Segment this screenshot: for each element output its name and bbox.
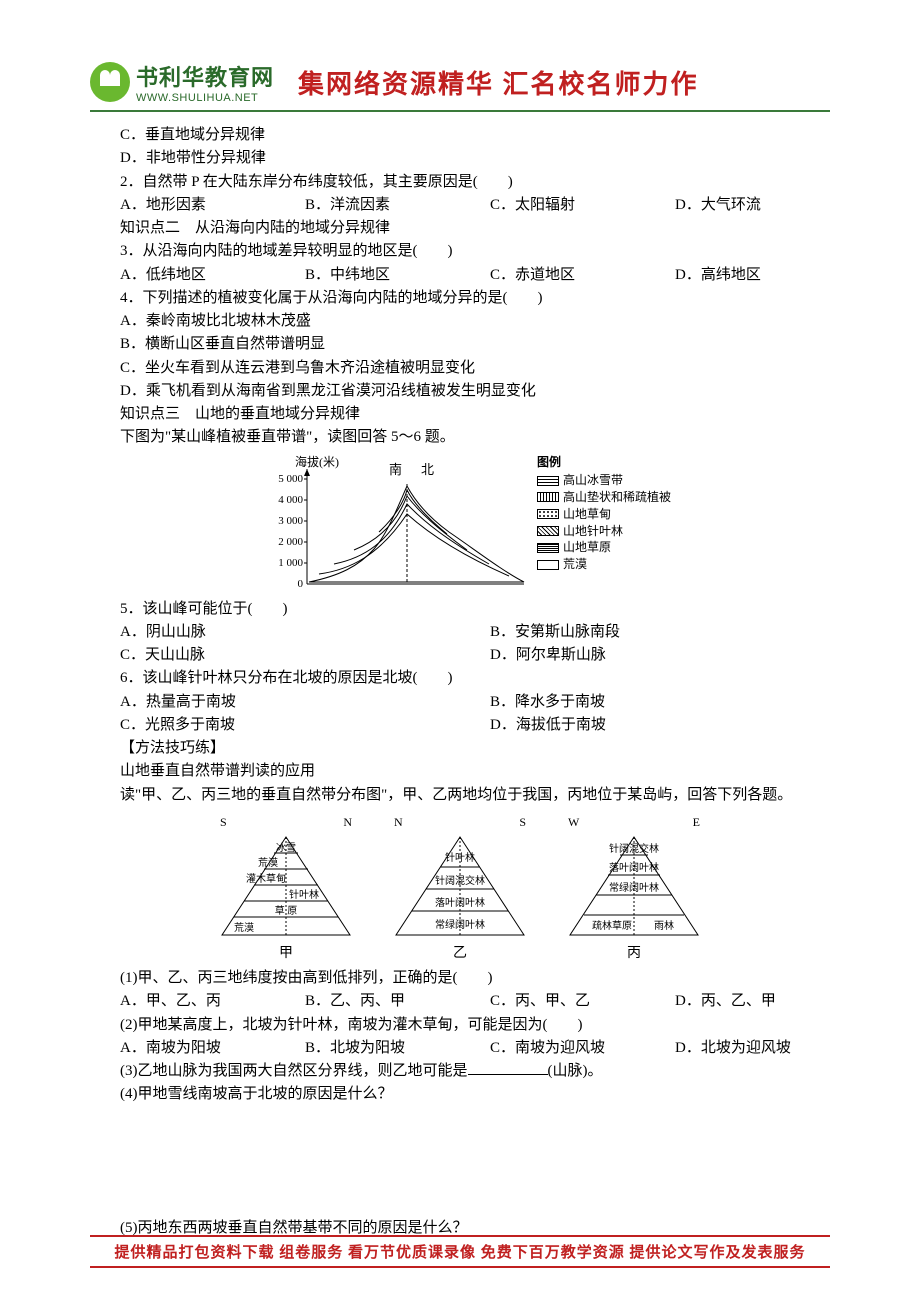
p2-c: C．南坡为迎风坡	[460, 1037, 645, 1060]
q6: 6．该山峰针叶林只分布在北坡的原因是北坡( )	[90, 667, 830, 690]
footer-bar: 提供精品打包资料下载 组卷服务 看万节优质课录像 免费下百万教学资源 提供论文写…	[90, 1235, 830, 1268]
q6-row1: A．热量高于南坡 B．降水多于南坡	[90, 691, 830, 714]
logo: 书利华教育网 WWW.SHULIHUA.NET	[90, 60, 274, 104]
triangle-yi: 针叶林 针阔混交林 落叶阔叶林 常绿阔叶林	[390, 831, 530, 941]
svg-text:荒漠: 荒漠	[258, 857, 278, 869]
p1: (1)甲、乙、丙三地纬度按由高到低排列，正确的是( )	[90, 967, 830, 990]
svg-text:针阔混交林: 针阔混交林	[435, 874, 485, 887]
q5-row2: C．天山山脉 D．阿尔卑斯山脉	[90, 644, 830, 667]
q6-c: C．光照多于南坡	[90, 714, 460, 737]
q3-b: B．中纬地区	[275, 264, 460, 287]
svg-text:3 000: 3 000	[278, 515, 303, 527]
svg-text:雨林: 雨林	[654, 919, 674, 932]
p2-b: B．北坡为阳坡	[275, 1037, 460, 1060]
q3-a: A．低纬地区	[90, 264, 275, 287]
blank-input[interactable]	[468, 1060, 548, 1075]
legend: 图例 高山冰雪带 高山垫状和稀疏植被 山地草甸 山地针叶林 山地草原 荒漠	[537, 454, 671, 574]
svg-text:荒漠: 荒漠	[234, 922, 254, 934]
q5-a: A．阴山山脉	[90, 621, 460, 644]
svg-text:常绿阔叶林: 常绿阔叶林	[435, 918, 485, 931]
svg-text:针叶林: 针叶林	[289, 888, 319, 901]
svg-text:针阔混交林: 针阔混交林	[609, 842, 659, 855]
fig2-intro: 读"甲、乙、丙三地的垂直自然带分布图"，甲、乙两地均位于我国，丙地位于某岛屿，回…	[90, 784, 830, 807]
p2-a: A．南坡为阳坡	[90, 1037, 275, 1060]
p4: (4)甲地雪线南坡高于北坡的原因是什么？	[90, 1083, 830, 1106]
q3-options: A．低纬地区 B．中纬地区 C．赤道地区 D．高纬地区	[90, 264, 830, 287]
svg-text:落叶阔叶林: 落叶阔叶林	[435, 896, 485, 909]
p1-a: A．甲、乙、丙	[90, 990, 275, 1013]
q6-d: D．海拔低于南坡	[460, 714, 830, 737]
q6-a: A．热量高于南坡	[90, 691, 460, 714]
q2-b: B．洋流因素	[275, 194, 460, 217]
svg-text:落叶阔叶林: 落叶阔叶林	[609, 861, 659, 874]
q4-a: A．秦岭南坡比北坡林木茂盛	[90, 310, 830, 333]
q4-c: C．坐火车看到从连云港到乌鲁木齐沿途植被明显变化	[90, 357, 830, 380]
svg-text:2 000: 2 000	[278, 536, 303, 548]
svg-text:常绿阔叶林: 常绿阔叶林	[609, 881, 659, 894]
svg-text:0: 0	[297, 578, 303, 590]
figure-mountain: 海拔(米) 5 000 4 000 3 000 2 000 1 000 0	[90, 454, 830, 594]
q5: 5．该山峰可能位于( )	[90, 598, 830, 621]
svg-text:南: 南	[389, 462, 402, 477]
p1-options: A．甲、乙、丙 B．乙、丙、甲 C．丙、甲、乙 D．丙、乙、甲	[90, 990, 830, 1013]
svg-text:疏林草原: 疏林草原	[592, 919, 632, 932]
svg-text:灌木草甸: 灌木草甸	[246, 872, 286, 885]
opt-d: D．非地带性分异规律	[90, 147, 830, 170]
triangle-jia: 冰雪 荒漠 灌木草甸 针叶林 草 原 荒漠	[216, 831, 356, 941]
content: C．垂直地域分异规律 D．非地带性分异规律 2．自然带 P 在大陆东岸分布纬度较…	[90, 124, 830, 1240]
svg-text:北: 北	[421, 462, 434, 477]
p3: (3)乙地山脉为我国两大自然区分界线，则乙地可能是(山脉)。	[90, 1060, 830, 1083]
triangle-bing: 针阔混交林 落叶阔叶林 常绿阔叶林 疏林草原 雨林	[564, 831, 704, 941]
logo-icon	[90, 62, 130, 102]
q5-d: D．阿尔卑斯山脉	[460, 644, 830, 667]
q3-c: C．赤道地区	[460, 264, 645, 287]
q3: 3．从沿海向内陆的地域差异较明显的地区是( )	[90, 240, 830, 263]
logo-url: WWW.SHULIHUA.NET	[136, 92, 274, 104]
q2: 2．自然带 P 在大陆东岸分布纬度较低，其主要原因是( )	[90, 171, 830, 194]
opt-c: C．垂直地域分异规律	[90, 124, 830, 147]
tri-cap-2: 乙	[390, 943, 530, 965]
q5-b: B．安第斯山脉南段	[460, 621, 830, 644]
q5-row1: A．阴山山脉 B．安第斯山脉南段	[90, 621, 830, 644]
fig1-intro: 下图为"某山峰植被垂直带谱"，读图回答 5～6 题。	[90, 426, 830, 449]
p1-c: C．丙、甲、乙	[460, 990, 645, 1013]
tri-cap-1: 甲	[216, 943, 356, 965]
method-h: 【方法技巧练】	[90, 737, 830, 760]
legend-title: 图例	[537, 454, 671, 471]
q4-b: B．横断山区垂直自然带谱明显	[90, 333, 830, 356]
logo-title: 书利华教育网	[136, 60, 274, 92]
figure-triangles: SN 冰雪 荒漠 灌木草甸 针叶林	[90, 813, 830, 965]
q4-d: D．乘飞机看到从海南省到黑龙江省漠河沿线植被发生明显变化	[90, 380, 830, 403]
svg-text:1 000: 1 000	[278, 557, 303, 569]
q2-d: D．大气环流	[645, 194, 830, 217]
tri-cap-3: 丙	[564, 943, 704, 965]
svg-text:草 原: 草 原	[275, 905, 298, 917]
p2: (2)甲地某高度上，北坡为针叶林，南坡为灌木草甸，可能是因为( )	[90, 1014, 830, 1037]
method-t: 山地垂直自然带谱判读的应用	[90, 760, 830, 783]
q2-options: A．地形因素 B．洋流因素 C．太阳辐射 D．大气环流	[90, 194, 830, 217]
mountain-svg: 海拔(米) 5 000 4 000 3 000 2 000 1 000 0	[249, 454, 529, 594]
footer-text: 提供精品打包资料下载 组卷服务 看万节优质课录像 免费下百万教学资源 提供论文写…	[90, 1241, 830, 1262]
q4: 4．下列描述的植被变化属于从沿海向内陆的地域分异的是( )	[90, 287, 830, 310]
q6-b: B．降水多于南坡	[460, 691, 830, 714]
q5-c: C．天山山脉	[90, 644, 460, 667]
kp3: 知识点三 山地的垂直地域分异规律	[90, 403, 830, 426]
kp2: 知识点二 从沿海向内陆的地域分异规律	[90, 217, 830, 240]
p2-options: A．南坡为阳坡 B．北坡为阳坡 C．南坡为迎风坡 D．北坡为迎风坡	[90, 1037, 830, 1060]
slogan: 集网络资源精华 汇名校名师力作	[298, 64, 699, 101]
q3-d: D．高纬地区	[645, 264, 830, 287]
p2-d: D．北坡为迎风坡	[645, 1037, 830, 1060]
svg-text:5 000: 5 000	[278, 473, 303, 485]
svg-text:冰雪: 冰雪	[276, 841, 296, 854]
q2-c: C．太阳辐射	[460, 194, 645, 217]
q6-row2: C．光照多于南坡 D．海拔低于南坡	[90, 714, 830, 737]
svg-text:针叶林: 针叶林	[445, 851, 475, 864]
svg-text:4 000: 4 000	[278, 494, 303, 506]
header-banner: 书利华教育网 WWW.SHULIHUA.NET 集网络资源精华 汇名校名师力作	[90, 60, 830, 112]
q2-a: A．地形因素	[90, 194, 275, 217]
ylabel: 海拔(米)	[295, 454, 339, 469]
p1-b: B．乙、丙、甲	[275, 990, 460, 1013]
p1-d: D．丙、乙、甲	[645, 990, 830, 1013]
